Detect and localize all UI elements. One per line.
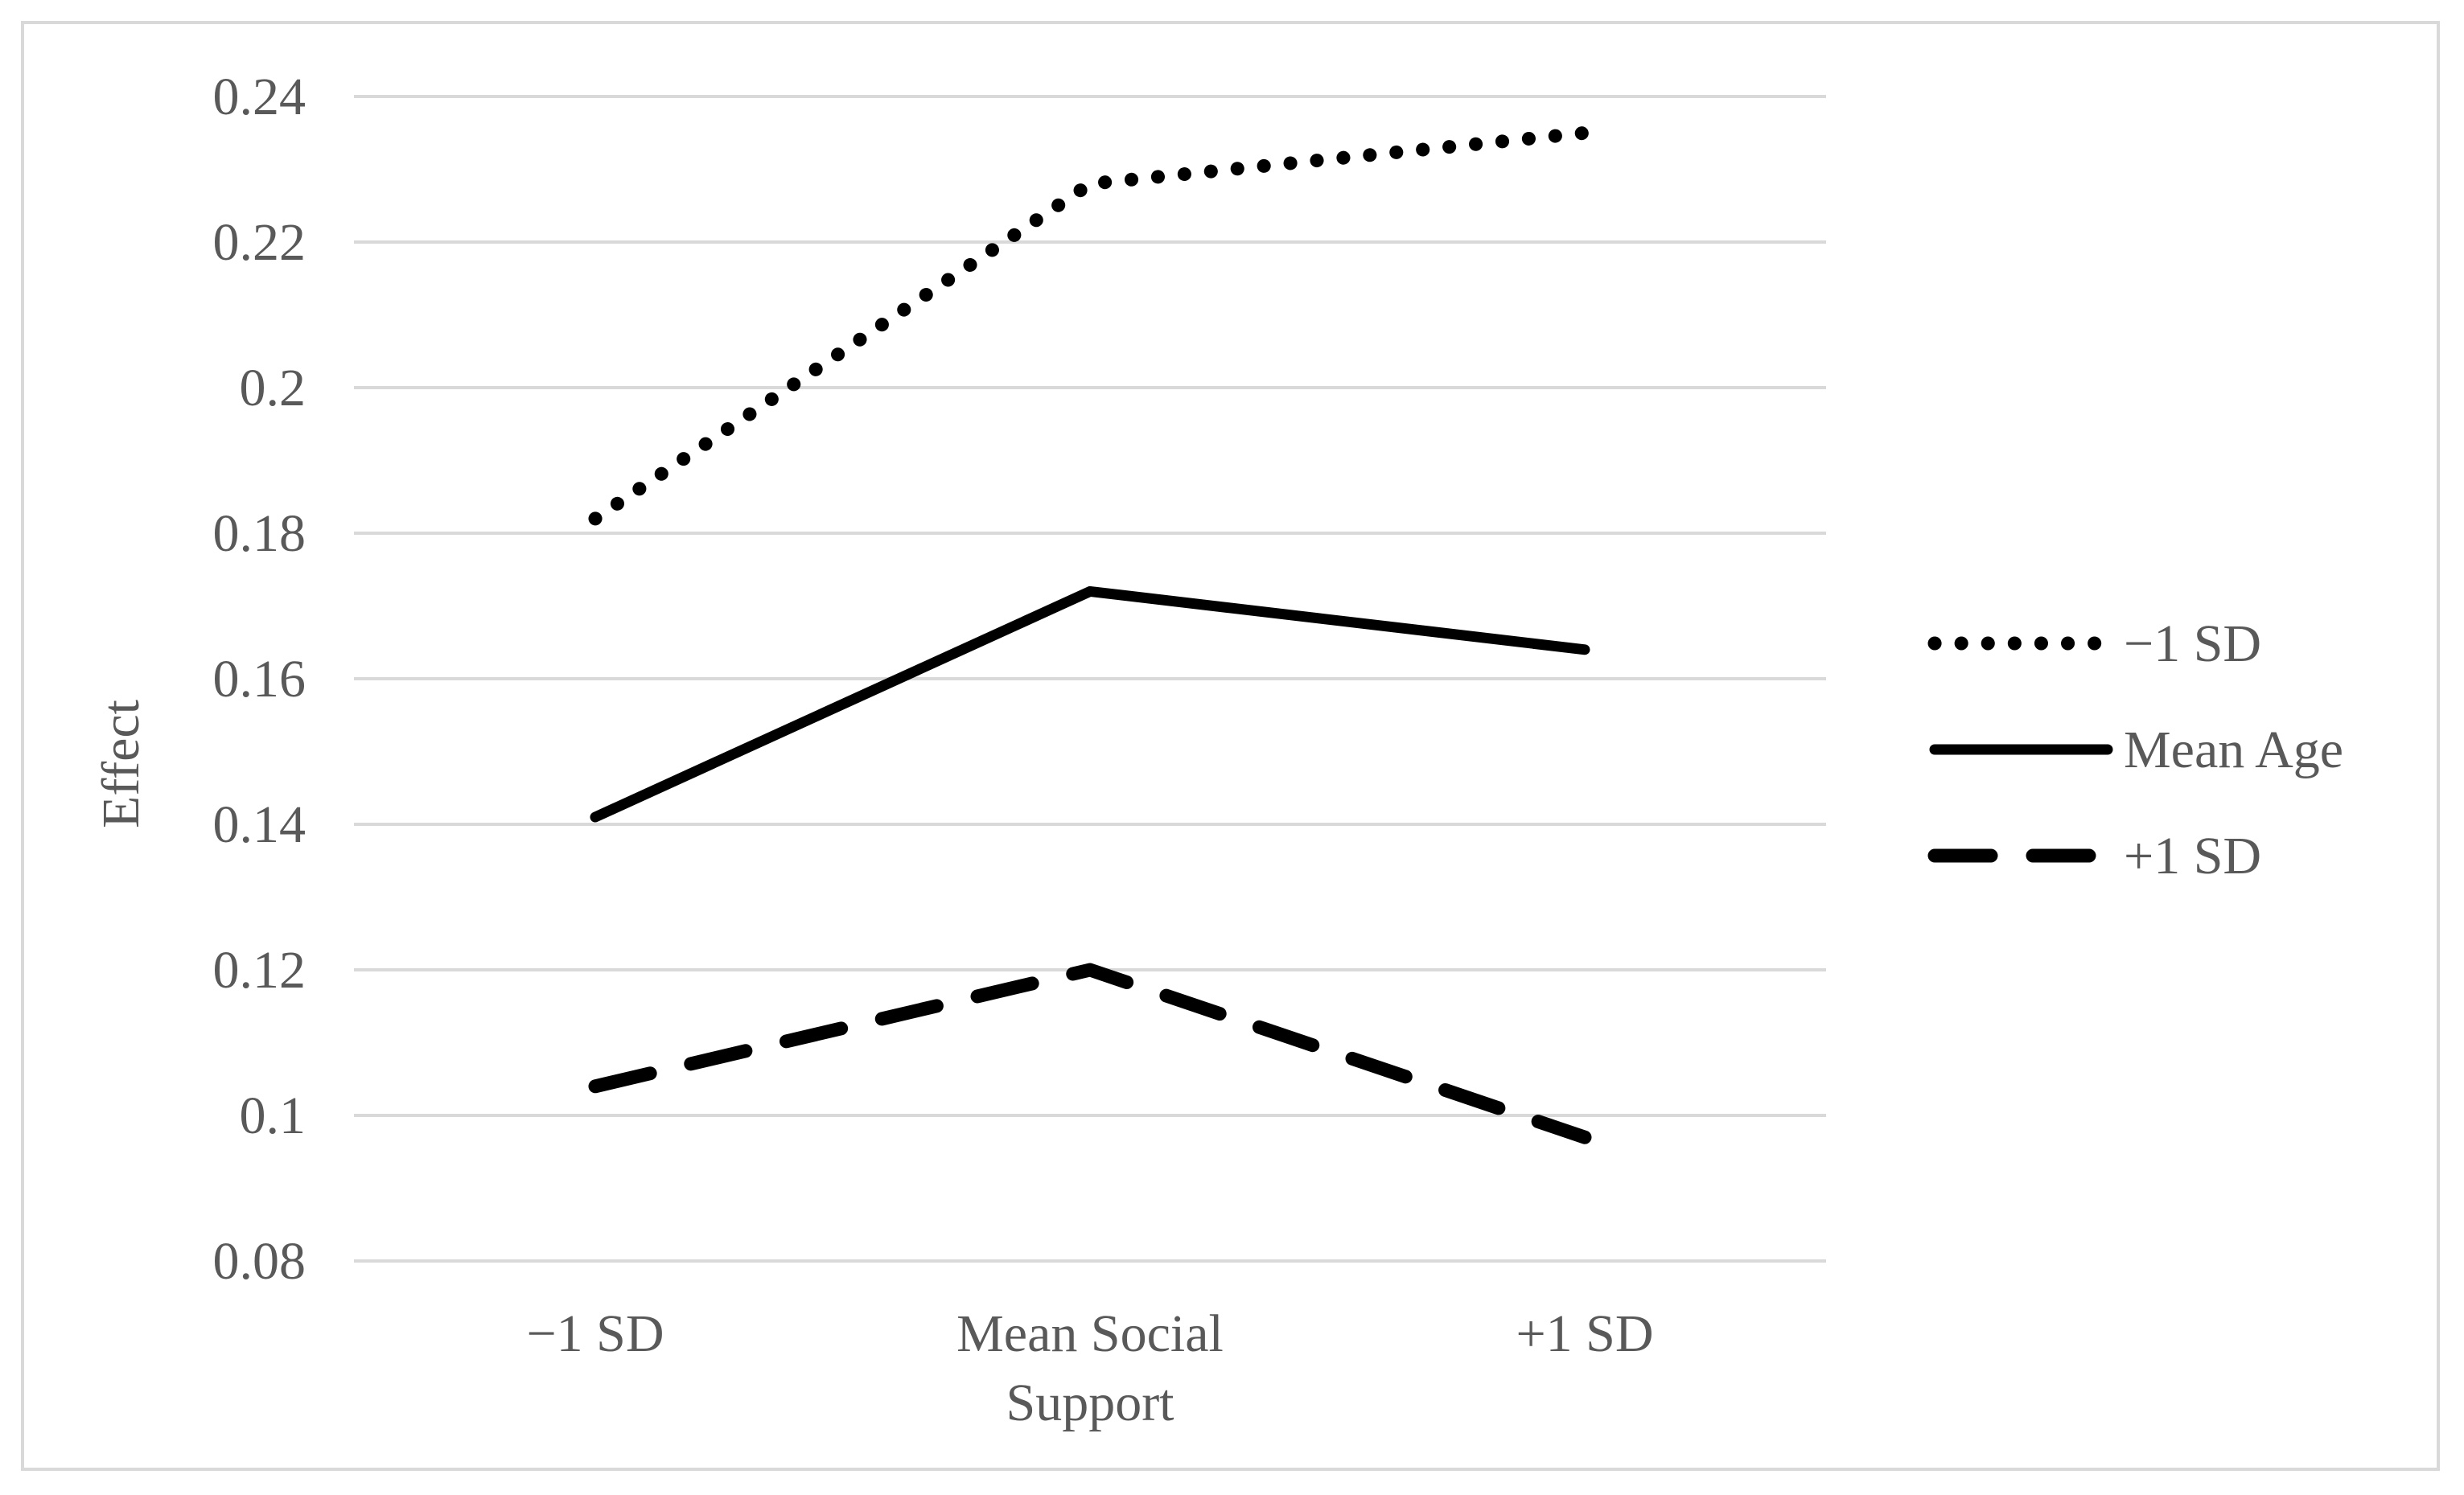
y-tick-label: 0.24 <box>213 68 306 126</box>
gridlines <box>354 95 1826 1263</box>
y-tick-label: 0.1 <box>240 1086 306 1145</box>
series-line-2 <box>590 585 1590 823</box>
x-tick-label: Mean Social Support <box>956 1304 1224 1432</box>
y-tick-label: 0.18 <box>213 504 306 563</box>
y-axis-title: Effect <box>92 700 150 828</box>
y-tick-label: 0.2 <box>240 359 306 417</box>
series-line-1 <box>588 125 1592 526</box>
y-tick-label: 0.16 <box>213 650 306 708</box>
series-lines <box>588 125 1592 1144</box>
legend: −1 SD Mean Age +1 SD <box>1927 614 2343 885</box>
x-tick-label: +1 SD <box>1516 1304 1653 1363</box>
x-axis-ticks: −1 SD Mean Social Support +1 SD <box>526 1304 1653 1432</box>
x-tick-label: −1 SD <box>526 1304 664 1363</box>
series-line-3 <box>588 963 1592 1144</box>
data-point <box>1089 183 1091 185</box>
legend-label: Mean Age <box>2124 721 2343 779</box>
y-tick-label: 0.08 <box>213 1232 306 1291</box>
legend-label: +1 SD <box>2124 827 2261 885</box>
y-tick-label: 0.12 <box>213 941 306 1000</box>
legend-label: −1 SD <box>2124 614 2261 673</box>
y-tick-label: 0.22 <box>213 213 306 272</box>
y-axis-ticks: 0.08 0.1 0.12 0.14 0.16 0.18 0.2 0.22 0.24 <box>213 68 306 1291</box>
y-tick-label: 0.14 <box>213 795 306 854</box>
